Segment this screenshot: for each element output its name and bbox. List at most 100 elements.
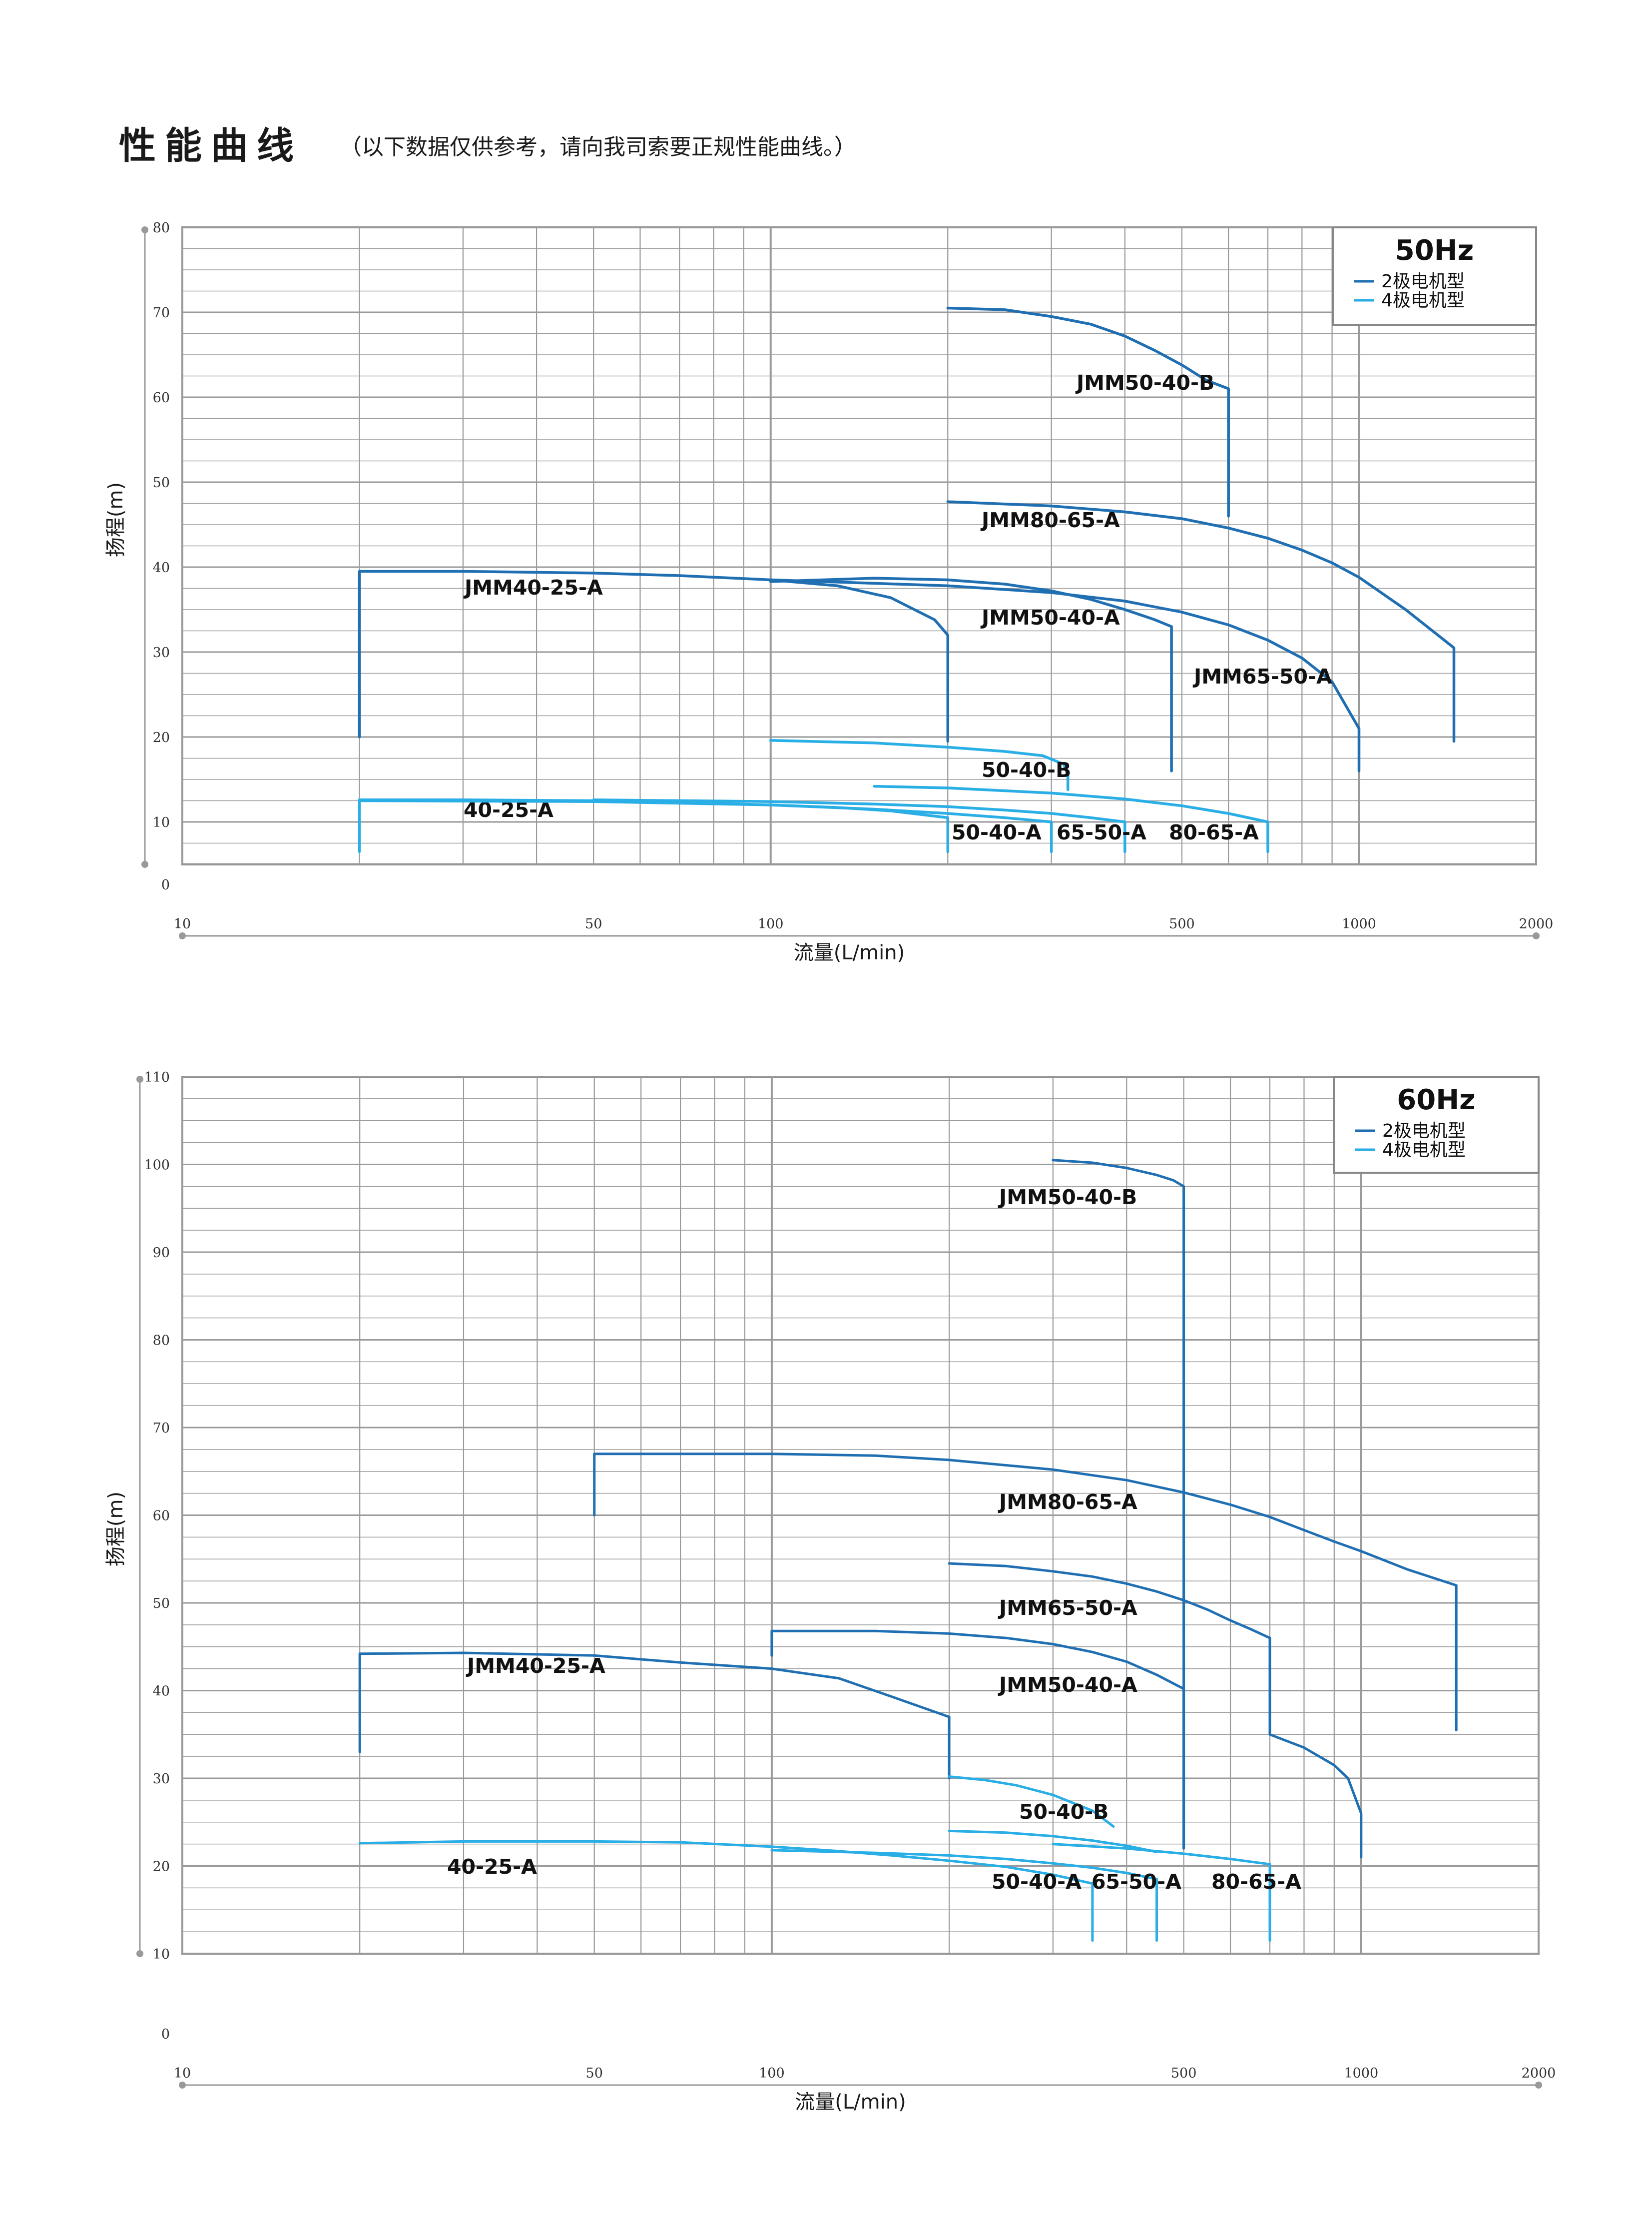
- curve-label-50-40-A: 50-40-A: [952, 820, 1042, 844]
- y-tick-label: 40: [153, 560, 170, 576]
- y-tick-label: 80: [153, 1333, 170, 1349]
- curve-JMM50-40-B: [946, 306, 1230, 518]
- legend-item: 2极电机型: [1382, 1121, 1466, 1141]
- x-tick-label: 500: [1169, 916, 1195, 932]
- x-tick-label: 10: [174, 916, 191, 932]
- legend-item: 4极电机型: [1382, 1140, 1466, 1160]
- y-tick-label: 110: [144, 1070, 170, 1085]
- y-tick-label: 30: [153, 1771, 170, 1787]
- curve-JMM80-65-A: [946, 500, 1456, 743]
- series-group: JMM50-40-B JMM80-65-A JMM40-25-A JMM50-40-A…: [358, 306, 1456, 853]
- curve-label-50-40-A: 50-40-A: [992, 1870, 1082, 1894]
- x-axis-end-dot: [1533, 932, 1540, 939]
- y-axis-end-dot: [141, 226, 148, 233]
- curve-80-65-A: [1052, 1843, 1271, 1942]
- y-axis-end-dot: [136, 1950, 143, 1957]
- curve-label-JMM65-50-A: JMM65-50-A: [998, 1596, 1137, 1620]
- x-axis-title: 流量(L/min): [795, 2091, 906, 2114]
- y-tick-label: 60: [153, 1508, 170, 1524]
- curve-label-JMM80-65-A: JMM80-65-A: [980, 508, 1120, 532]
- x-tick-label: 100: [759, 2066, 785, 2081]
- x-axis-end-dot: [179, 2082, 186, 2089]
- curve-label-65-50-A: 65-50-A: [1057, 820, 1146, 844]
- x-tick-label: 100: [758, 916, 784, 932]
- x-axis-end-dot: [1535, 2082, 1542, 2089]
- y-axis: 0 10 20 30 40 50 60 70 80 扬程(m): [104, 220, 170, 893]
- y-axis-title: 扬程(m): [104, 1491, 127, 1566]
- curve-65-50-A: [592, 798, 1126, 853]
- grid-lines: [181, 1076, 1540, 1955]
- x-tick-label: 500: [1171, 2066, 1197, 2081]
- curve-label-JMM40-25-A: JMM40-25-A: [463, 576, 603, 600]
- y-tick-label: 20: [153, 730, 170, 745]
- curve-label-JMM50-40-B: JMM50-40-B: [1075, 371, 1214, 395]
- x-tick-label: 1000: [1344, 2066, 1378, 2081]
- curve-label-40-25-A: 40-25-A: [447, 1855, 537, 1879]
- legend-title: 60Hz: [1397, 1084, 1475, 1116]
- curve-label-80-65-A: 80-65-A: [1211, 1870, 1301, 1894]
- curve-label-JMM50-40-B: JMM50-40-B: [998, 1185, 1137, 1209]
- y-tick-label: 0: [161, 877, 170, 893]
- curve-label-JMM50-40-A: JMM50-40-A: [980, 606, 1120, 630]
- curve-JMM50-40-A: [770, 1629, 1185, 1850]
- curve-label-JMM50-40-A: JMM50-40-A: [998, 1673, 1137, 1697]
- curve-label-80-65-A: 80-65-A: [1169, 820, 1259, 844]
- x-tick-label: 2000: [1519, 916, 1554, 932]
- curve-JMM65-50-A: [769, 578, 1361, 772]
- y-tick-label: 0: [161, 2027, 170, 2042]
- x-axis-title: 流量(L/min): [794, 941, 905, 964]
- curve-80-65-A: [873, 784, 1269, 853]
- y-tick-label: 50: [153, 475, 170, 491]
- curve-label-JMM80-65-A: JMM80-65-A: [998, 1490, 1137, 1514]
- curve-50-40-A: [358, 799, 1053, 853]
- legend-item: 4极电机型: [1381, 290, 1465, 311]
- legend-box: [1333, 1076, 1540, 1174]
- curve-label-65-50-A: 65-50-A: [1092, 1870, 1181, 1894]
- curve-JMM65-50-A: [948, 1562, 1363, 1859]
- y-tick-label: 40: [153, 1684, 170, 1699]
- x-tick-label: 50: [586, 2066, 603, 2081]
- curve-50-40-B: [769, 739, 1070, 791]
- x-tick-label: 10: [174, 2066, 191, 2081]
- page-subtitle: （以下数据仅供参考，请向我司索要正规性能曲线。）: [340, 134, 856, 160]
- grid-lines: [181, 226, 1537, 865]
- y-tick-label: 10: [153, 1947, 170, 1962]
- x-axis: 10 50 100 500 1000 2000 流量(L/min): [174, 916, 1554, 964]
- x-tick-label: 50: [585, 916, 602, 932]
- y-tick-label: 20: [153, 1859, 170, 1875]
- legend-box: [1332, 226, 1537, 326]
- y-tick-label: 60: [153, 390, 170, 406]
- curve-label-JMM40-25-A: JMM40-25-A: [466, 1654, 605, 1678]
- curve-65-50-A: [948, 1829, 1158, 1853]
- curve-label-50-40-B: 50-40-B: [982, 758, 1071, 782]
- curve-label-50-40-B: 50-40-B: [1019, 1800, 1108, 1824]
- legend-item: 2极电机型: [1381, 271, 1465, 292]
- y-axis-end-dot: [141, 861, 148, 868]
- y-tick-label: 100: [144, 1158, 170, 1173]
- y-tick-label: 90: [153, 1245, 170, 1261]
- page-title: 性能曲线: [119, 124, 303, 167]
- y-tick-label: 30: [153, 645, 170, 661]
- curve-label-JMM65-50-A: JMM65-50-A: [1192, 665, 1332, 689]
- curve-JMM80-65-A: [593, 1453, 1458, 1731]
- curve-JMM50-40-B: [1052, 1159, 1185, 1850]
- y-axis-title: 扬程(m): [104, 482, 127, 557]
- curve-50-40-A: [770, 1849, 1158, 1942]
- x-tick-label: 2000: [1522, 2066, 1556, 2081]
- x-tick-label: 1000: [1342, 916, 1376, 932]
- y-tick-label: 50: [153, 1596, 170, 1611]
- x-axis: 10 50 100 500 1000 2000 流量(L/min): [174, 2066, 1556, 2114]
- y-tick-label: 70: [153, 305, 170, 321]
- y-axis-end-dot: [136, 1076, 143, 1083]
- y-tick-label: 70: [153, 1421, 170, 1436]
- curve-50-40-B: [948, 1775, 1115, 1828]
- x-axis-end-dot: [179, 932, 186, 939]
- y-tick-label: 80: [153, 220, 170, 236]
- series-group: JMM50-40-B JMM80-65-A JMM65-50-A JMM40-25-A…: [358, 1159, 1458, 1942]
- y-axis: 0 10 20 30 40 50 60 70 80 90 100 110 扬程(m): [104, 1070, 170, 2042]
- legend-title: 50Hz: [1395, 234, 1474, 267]
